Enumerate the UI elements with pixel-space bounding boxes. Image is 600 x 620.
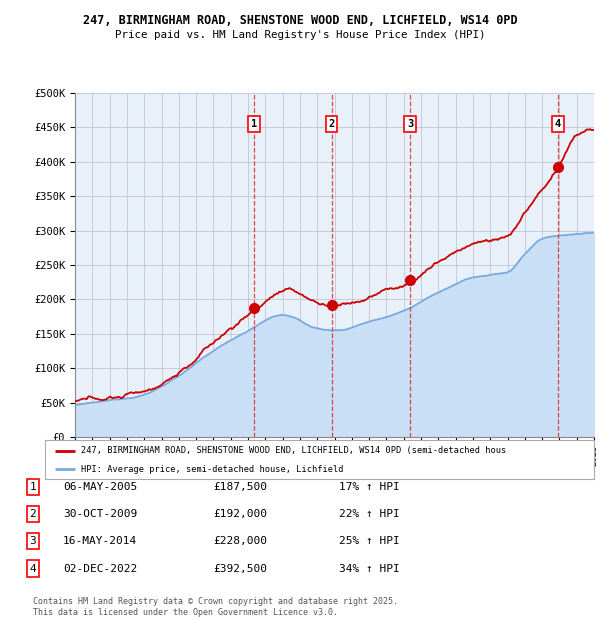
Text: 34% ↑ HPI: 34% ↑ HPI — [339, 564, 400, 574]
Text: 30-OCT-2009: 30-OCT-2009 — [63, 509, 137, 519]
Text: £192,000: £192,000 — [213, 509, 267, 519]
Text: 4: 4 — [29, 564, 37, 574]
Text: £228,000: £228,000 — [213, 536, 267, 546]
Text: 25% ↑ HPI: 25% ↑ HPI — [339, 536, 400, 546]
Text: 3: 3 — [407, 119, 413, 129]
Text: 16-MAY-2014: 16-MAY-2014 — [63, 536, 137, 546]
Text: £187,500: £187,500 — [213, 482, 267, 492]
Text: 22% ↑ HPI: 22% ↑ HPI — [339, 509, 400, 519]
Text: 2: 2 — [328, 119, 335, 129]
Text: 1: 1 — [251, 119, 257, 129]
Text: 1: 1 — [29, 482, 37, 492]
Text: 247, BIRMINGHAM ROAD, SHENSTONE WOOD END, LICHFIELD, WS14 0PD (semi-detached hou: 247, BIRMINGHAM ROAD, SHENSTONE WOOD END… — [80, 446, 506, 455]
Text: £392,500: £392,500 — [213, 564, 267, 574]
Text: HPI: Average price, semi-detached house, Lichfield: HPI: Average price, semi-detached house,… — [80, 464, 343, 474]
Text: 2: 2 — [29, 509, 37, 519]
Text: 02-DEC-2022: 02-DEC-2022 — [63, 564, 137, 574]
Text: 06-MAY-2005: 06-MAY-2005 — [63, 482, 137, 492]
Text: 247, BIRMINGHAM ROAD, SHENSTONE WOOD END, LICHFIELD, WS14 0PD: 247, BIRMINGHAM ROAD, SHENSTONE WOOD END… — [83, 14, 517, 27]
Text: Price paid vs. HM Land Registry's House Price Index (HPI): Price paid vs. HM Land Registry's House … — [115, 30, 485, 40]
Text: 4: 4 — [555, 119, 561, 129]
Text: 3: 3 — [29, 536, 37, 546]
Text: Contains HM Land Registry data © Crown copyright and database right 2025.
This d: Contains HM Land Registry data © Crown c… — [33, 598, 398, 617]
Text: 17% ↑ HPI: 17% ↑ HPI — [339, 482, 400, 492]
